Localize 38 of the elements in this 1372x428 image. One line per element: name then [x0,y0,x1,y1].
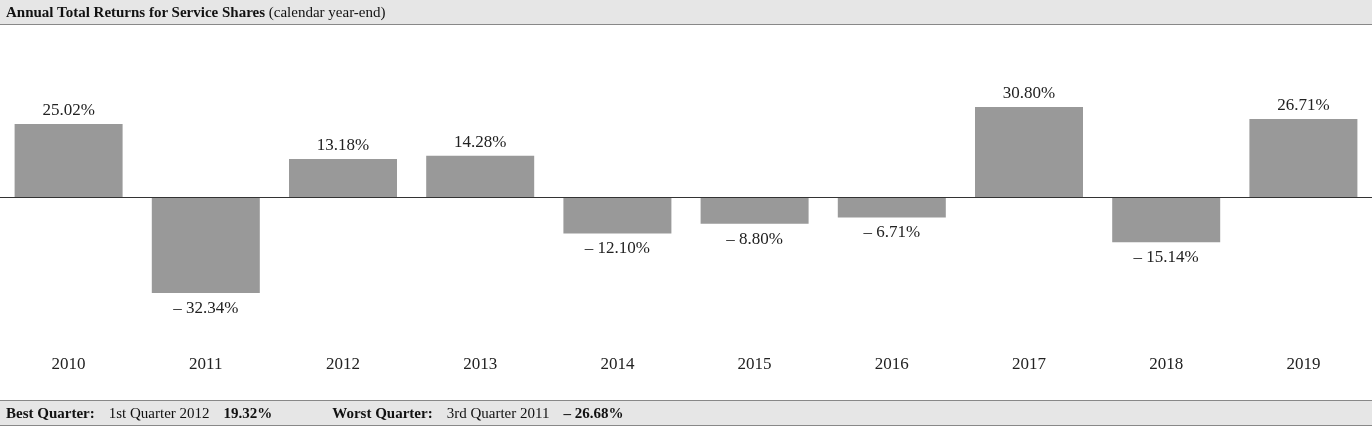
x-tick-label: 2012 [326,354,360,373]
x-tick-label: 2010 [51,354,86,373]
bar [1112,197,1221,243]
x-tick-label: 2015 [737,354,772,373]
text: – 26.68% [563,405,624,421]
x-tick-label: 2017 [1012,354,1047,373]
data-label: – 12.10% [583,238,650,258]
bar [14,124,123,198]
data-label: – 15.14% [1132,247,1199,267]
bar [975,107,1083,198]
x-tick-label: 2018 [1149,354,1184,373]
bar [426,155,535,198]
chart-title: Annual Total Returns for Service Shares [6,4,266,20]
chart-subtitle: (calendar year-end) [268,4,386,20]
text: 3rd Quarter 2011 [446,405,550,421]
bar [289,158,397,198]
bar [563,197,672,234]
data-label: – 6.71% [862,222,921,242]
bar [151,197,260,293]
data-label: 14.28% [453,131,507,151]
x-tick-label: 2014 [600,354,635,373]
data-label: – 8.80% [725,228,783,248]
x-tick-label: 2019 [1286,354,1321,373]
data-label: 26.71% [1277,95,1330,115]
text: Worst Quarter: [332,405,433,421]
text: Best Quarter: [6,405,95,421]
text: 1st Quarter 2012 [108,405,210,421]
text: 19.32% [223,405,273,421]
x-tick-label: 2011 [189,354,223,373]
x-tick-label: 2013 [463,354,498,373]
bar [837,197,946,218]
data-label: 30.80% [1002,83,1056,102]
bar [700,197,809,224]
data-label: 25.02% [42,100,95,120]
data-label: – 32.34% [172,298,239,317]
bar [1249,119,1358,198]
x-tick-label: 2016 [874,354,909,373]
data-label: 13.18% [316,134,370,154]
